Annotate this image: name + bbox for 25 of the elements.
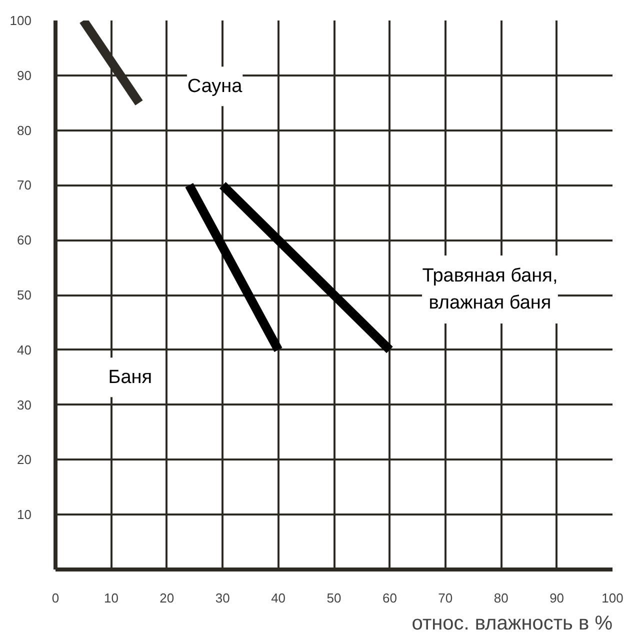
x-tick-label: 100 — [602, 590, 624, 606]
x-tick-label: 0 — [52, 590, 60, 606]
y-tick-label: 20 — [17, 452, 32, 468]
x-tick-label: 10 — [104, 590, 118, 606]
x-tick-label: 20 — [160, 590, 174, 606]
x-tick-label: 90 — [550, 590, 564, 606]
y-tick-label: 40 — [17, 342, 32, 358]
x-tick-label: 80 — [494, 590, 508, 606]
x-axis-title: относ. влажность в % — [412, 612, 613, 634]
y-tick-label: 80 — [17, 122, 32, 138]
x-tick-label: 50 — [326, 590, 342, 606]
y-tick-label: 100 — [10, 13, 32, 28]
x-tick-label: 40 — [271, 590, 286, 606]
y-tick-label: 50 — [17, 288, 32, 302]
y-tick-label: 10 — [17, 507, 32, 522]
annotation: Баня — [108, 366, 152, 388]
y-tick-label: 60 — [17, 232, 32, 248]
x-tick-label: 30 — [215, 590, 230, 606]
text: Травяная баня, влажная баня — [422, 265, 558, 314]
y-tick-label: 90 — [17, 68, 32, 83]
y-tick-label: 70 — [17, 178, 32, 193]
x-tick-label: 70 — [438, 590, 453, 606]
text: Сауна — [187, 76, 243, 97]
x-tick-label: 60 — [382, 590, 397, 606]
y-tick-label: 30 — [17, 397, 32, 412]
